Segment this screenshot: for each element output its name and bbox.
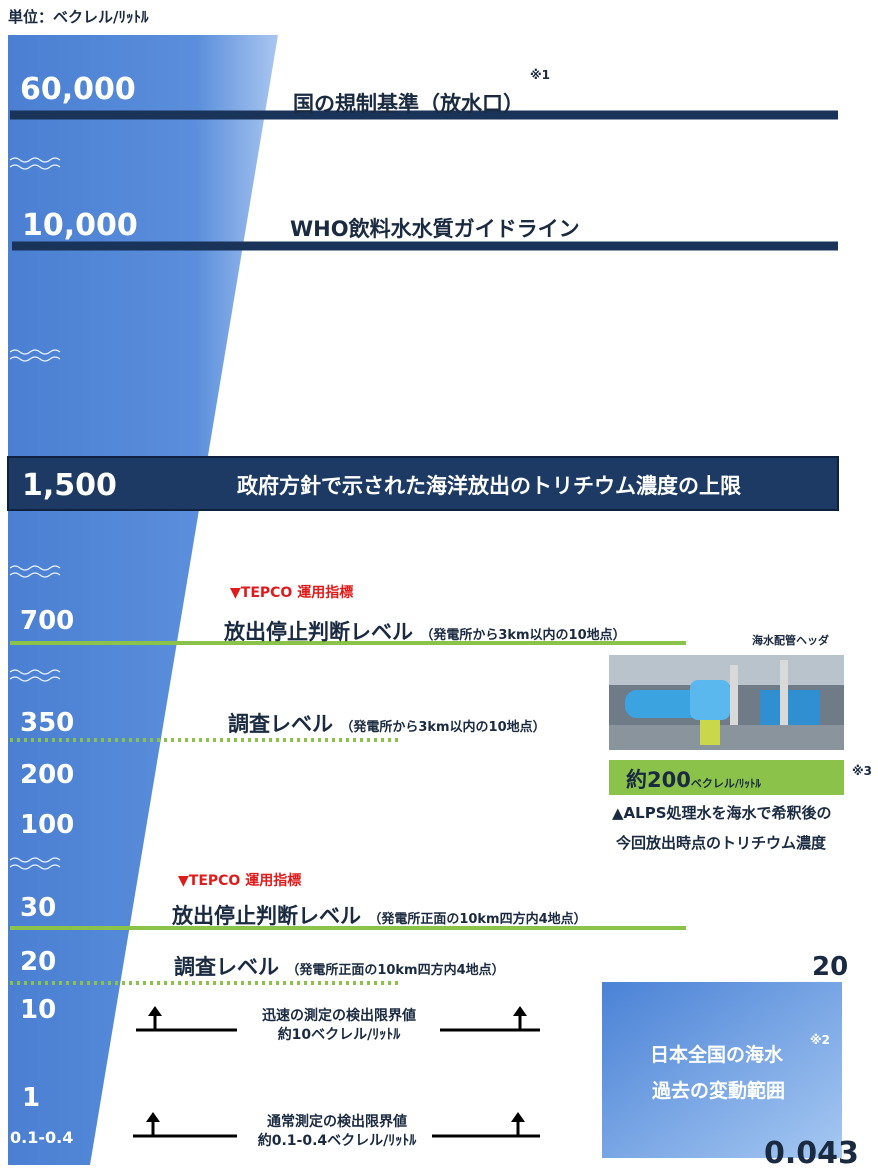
level-text: 放出停止判断レベル （発電所正面の10km四方内4地点） (172, 900, 587, 930)
level-text: 放出停止判断レベル （発電所から3km以内の10地点） (224, 616, 626, 646)
photo-description: 今回放出時点のトリチウム濃度 (616, 832, 826, 853)
tepco-tag: ▼TEPCO 運用指標 (230, 582, 353, 602)
note: ※2 (810, 1033, 830, 1047)
detection-text: 通常測定の検出限界値約0.1-0.4ベクレル/ﾘｯﾄﾙ (237, 1113, 437, 1151)
scale-label: 0.1-0.4 (10, 1128, 73, 1147)
scale-label: 10,000 (22, 208, 138, 243)
level-area: （発電所正面の10km四方内4地点） (368, 912, 586, 927)
scale-label: 350 (20, 708, 74, 738)
scale-label: 20 (20, 947, 56, 977)
level-title: 放出停止判断レベル (172, 904, 361, 928)
level-text: 国の規制基準（放水口） (293, 88, 524, 118)
page: 単位：ベクレル/ﾘｯﾄﾙ 60,000 10,000 1,500 700 350… (0, 0, 878, 1171)
detection-title: 迅速の測定の検出限界値 (239, 1007, 439, 1026)
value: 約200 (626, 768, 691, 792)
unit-label: 単位：ベクレル/ﾘｯﾄﾙ (8, 6, 148, 27)
tepco-tag: ▼TEPCO 運用指標 (178, 870, 301, 890)
scale-label: 700 (20, 606, 74, 636)
detection-title: 通常測定の検出限界値 (237, 1113, 437, 1132)
level-text: 政府方針で示された海洋放出のトリチウム濃度の上限 (237, 470, 741, 500)
level-text: 調査レベル （発電所から3km以内の10地点） (228, 708, 546, 738)
level-title: 調査レベル (174, 955, 279, 979)
scale-label: 1,500 (22, 468, 117, 503)
detection-text: 迅速の測定の検出限界値約10ベクレル/ﾘｯﾄﾙ (239, 1007, 439, 1045)
detection-value: 約10ベクレル/ﾘｯﾄﾙ (239, 1026, 439, 1045)
level-text: 調査レベル （発電所正面の10km四方内4地点） (174, 951, 505, 981)
photo-description: ▲ALPS処理水を海水で希釈後の (612, 802, 832, 823)
photo (609, 655, 844, 750)
detection-value: 約0.1-0.4ベクレル/ﾘｯﾄﾙ (237, 1132, 437, 1151)
seawater-box (602, 982, 842, 1158)
photo-value: 約200ベクレル/ﾘｯﾄﾙ (626, 764, 761, 794)
seawater-title: 日本全国の海水 (650, 1040, 783, 1067)
note: ※3 (852, 764, 872, 778)
level-area: （発電所正面の10km四方内4地点） (286, 963, 504, 978)
level-area: （発電所から3km以内の10地点） (340, 720, 545, 735)
scale-label: 60,000 (20, 72, 136, 107)
seawater-subtitle: 過去の変動範囲 (652, 1076, 785, 1103)
scale-label: 30 (20, 893, 56, 923)
scale-label: 100 (20, 810, 74, 840)
scale-label: 10 (20, 995, 56, 1025)
level-text: WHO飲料水水質ガイドライン (290, 213, 580, 243)
scale-label: 200 (20, 760, 74, 790)
unit: ベクレル/ﾘｯﾄﾙ (691, 777, 761, 790)
seawater-max: 20 (812, 952, 848, 982)
background (0, 0, 878, 1171)
level-title: 放出停止判断レベル (224, 620, 413, 644)
level-area: （発電所から3km以内の10地点） (420, 628, 625, 643)
scale-label: 1 (22, 1083, 40, 1113)
level-title: 調査レベル (228, 712, 333, 736)
note: ※1 (530, 68, 550, 82)
seawater-min: 0.043 (764, 1136, 859, 1171)
photo-caption: 海水配管ヘッダ (752, 632, 829, 648)
